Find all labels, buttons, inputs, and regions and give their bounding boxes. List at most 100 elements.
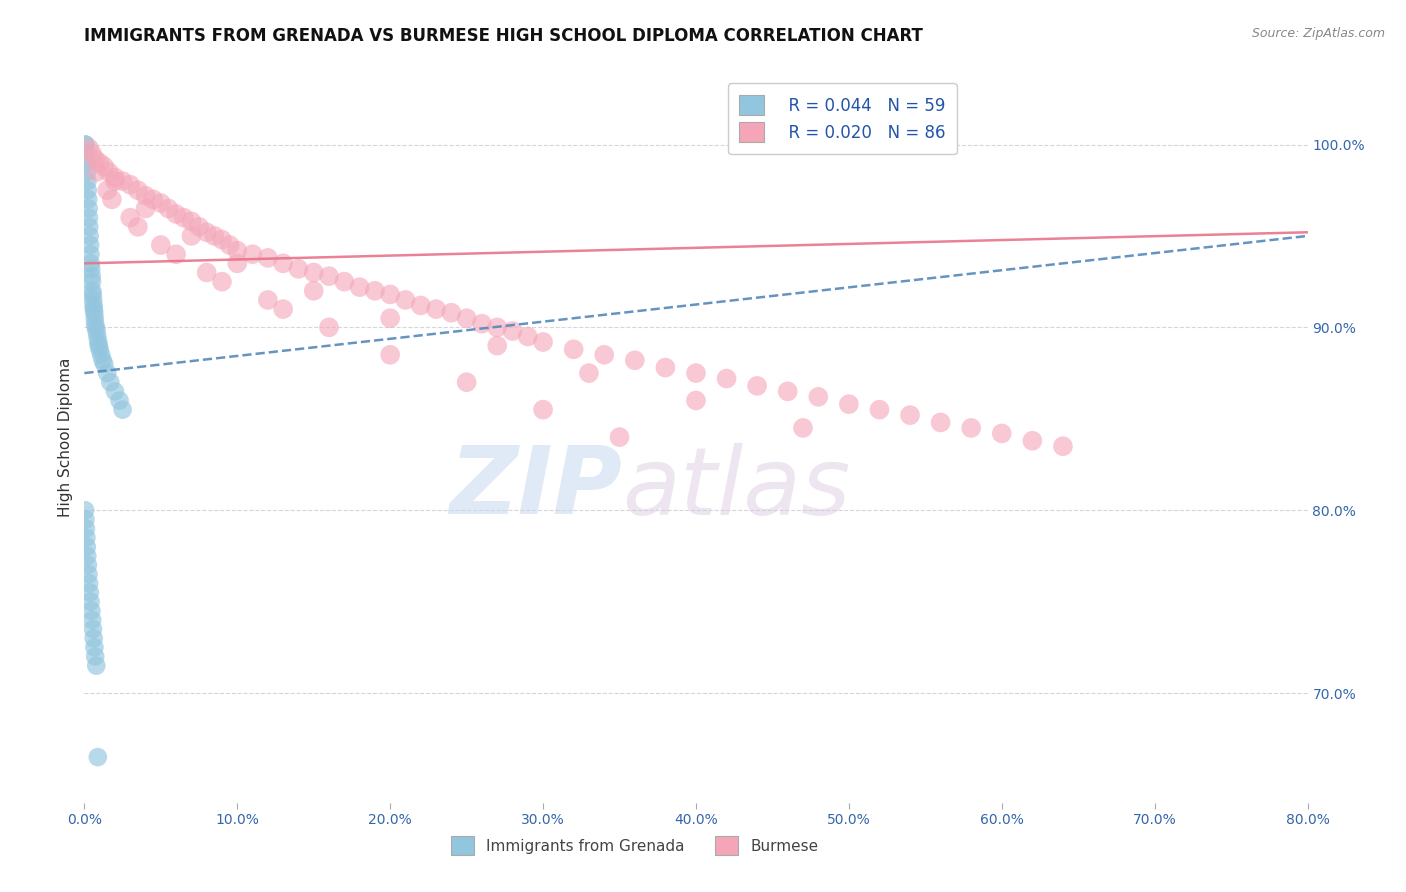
Point [75,137,97,152]
Point [77,211,100,225]
Point [104,384,127,399]
Text: IMMIGRANTS FROM GRENADA VS BURMESE HIGH SCHOOL DIPLOMA CORRELATION CHART: IMMIGRANTS FROM GRENADA VS BURMESE HIGH … [84,27,924,45]
Point [218,238,240,252]
Point [302,265,325,279]
Point [83,631,105,645]
Point [257,293,280,307]
Point [531,402,554,417]
Point [1052,439,1074,453]
Point [869,402,891,417]
Point [195,225,218,239]
Point [531,334,554,349]
Point [202,228,225,243]
Point [84,152,107,166]
Point [271,301,294,317]
Point [807,390,830,404]
Point [287,261,309,276]
Point [77,202,100,216]
Point [127,219,149,234]
Point [157,202,180,216]
Point [165,207,187,221]
Point [898,408,921,422]
Point [75,531,97,545]
Point [76,174,98,188]
Point [302,284,325,298]
Point [84,649,107,664]
Point [86,329,108,343]
Point [716,371,738,385]
Point [624,353,647,368]
Point [380,348,402,362]
Point [486,338,509,352]
Point [101,192,124,206]
Point [135,202,157,216]
Point [409,298,432,312]
Point [84,658,107,673]
Point [80,269,103,284]
Point [318,269,340,284]
Point [80,256,103,270]
Point [111,174,134,188]
Point [242,247,264,261]
Point [211,233,233,247]
Point [86,165,108,179]
Point [593,348,616,362]
Point [82,622,104,636]
Point [90,348,112,362]
Point [654,360,676,375]
Point [97,165,120,179]
Point [76,549,98,563]
Point [87,338,110,352]
Point [76,165,98,179]
Point [149,238,172,252]
Point [75,146,97,161]
Point [226,256,249,270]
Point [271,256,294,270]
Point [195,265,218,279]
Point [685,393,707,408]
Legend: Immigrants from Grenada, Burmese: Immigrants from Grenada, Burmese [444,830,825,861]
Point [380,287,402,301]
Point [333,275,356,289]
Point [82,293,104,307]
Point [98,375,121,389]
Point [76,155,98,169]
Point [226,244,249,258]
Point [425,301,447,317]
Point [75,512,97,526]
Point [79,228,101,243]
Point [394,293,416,307]
Point [75,503,97,517]
Point [76,540,98,554]
Point [562,343,585,357]
Point [80,604,103,618]
Point [96,183,118,197]
Point [180,228,202,243]
Point [77,567,100,582]
Point [211,275,233,289]
Point [104,170,127,185]
Point [609,430,631,444]
Point [77,576,100,591]
Point [83,640,105,655]
Point [84,317,107,331]
Point [104,174,127,188]
Point [96,366,118,380]
Point [165,247,187,261]
Point [127,183,149,197]
Point [83,311,105,326]
Point [76,183,98,197]
Point [516,329,538,343]
Point [87,334,110,349]
Point [120,178,142,192]
Point [87,750,110,764]
Point [349,280,371,294]
Point [82,284,104,298]
Point [257,251,280,265]
Point [135,188,157,202]
Point [82,613,104,627]
Point [93,357,115,371]
Point [89,155,111,169]
Y-axis label: High School Diploma: High School Diploma [58,358,73,516]
Point [77,192,100,206]
